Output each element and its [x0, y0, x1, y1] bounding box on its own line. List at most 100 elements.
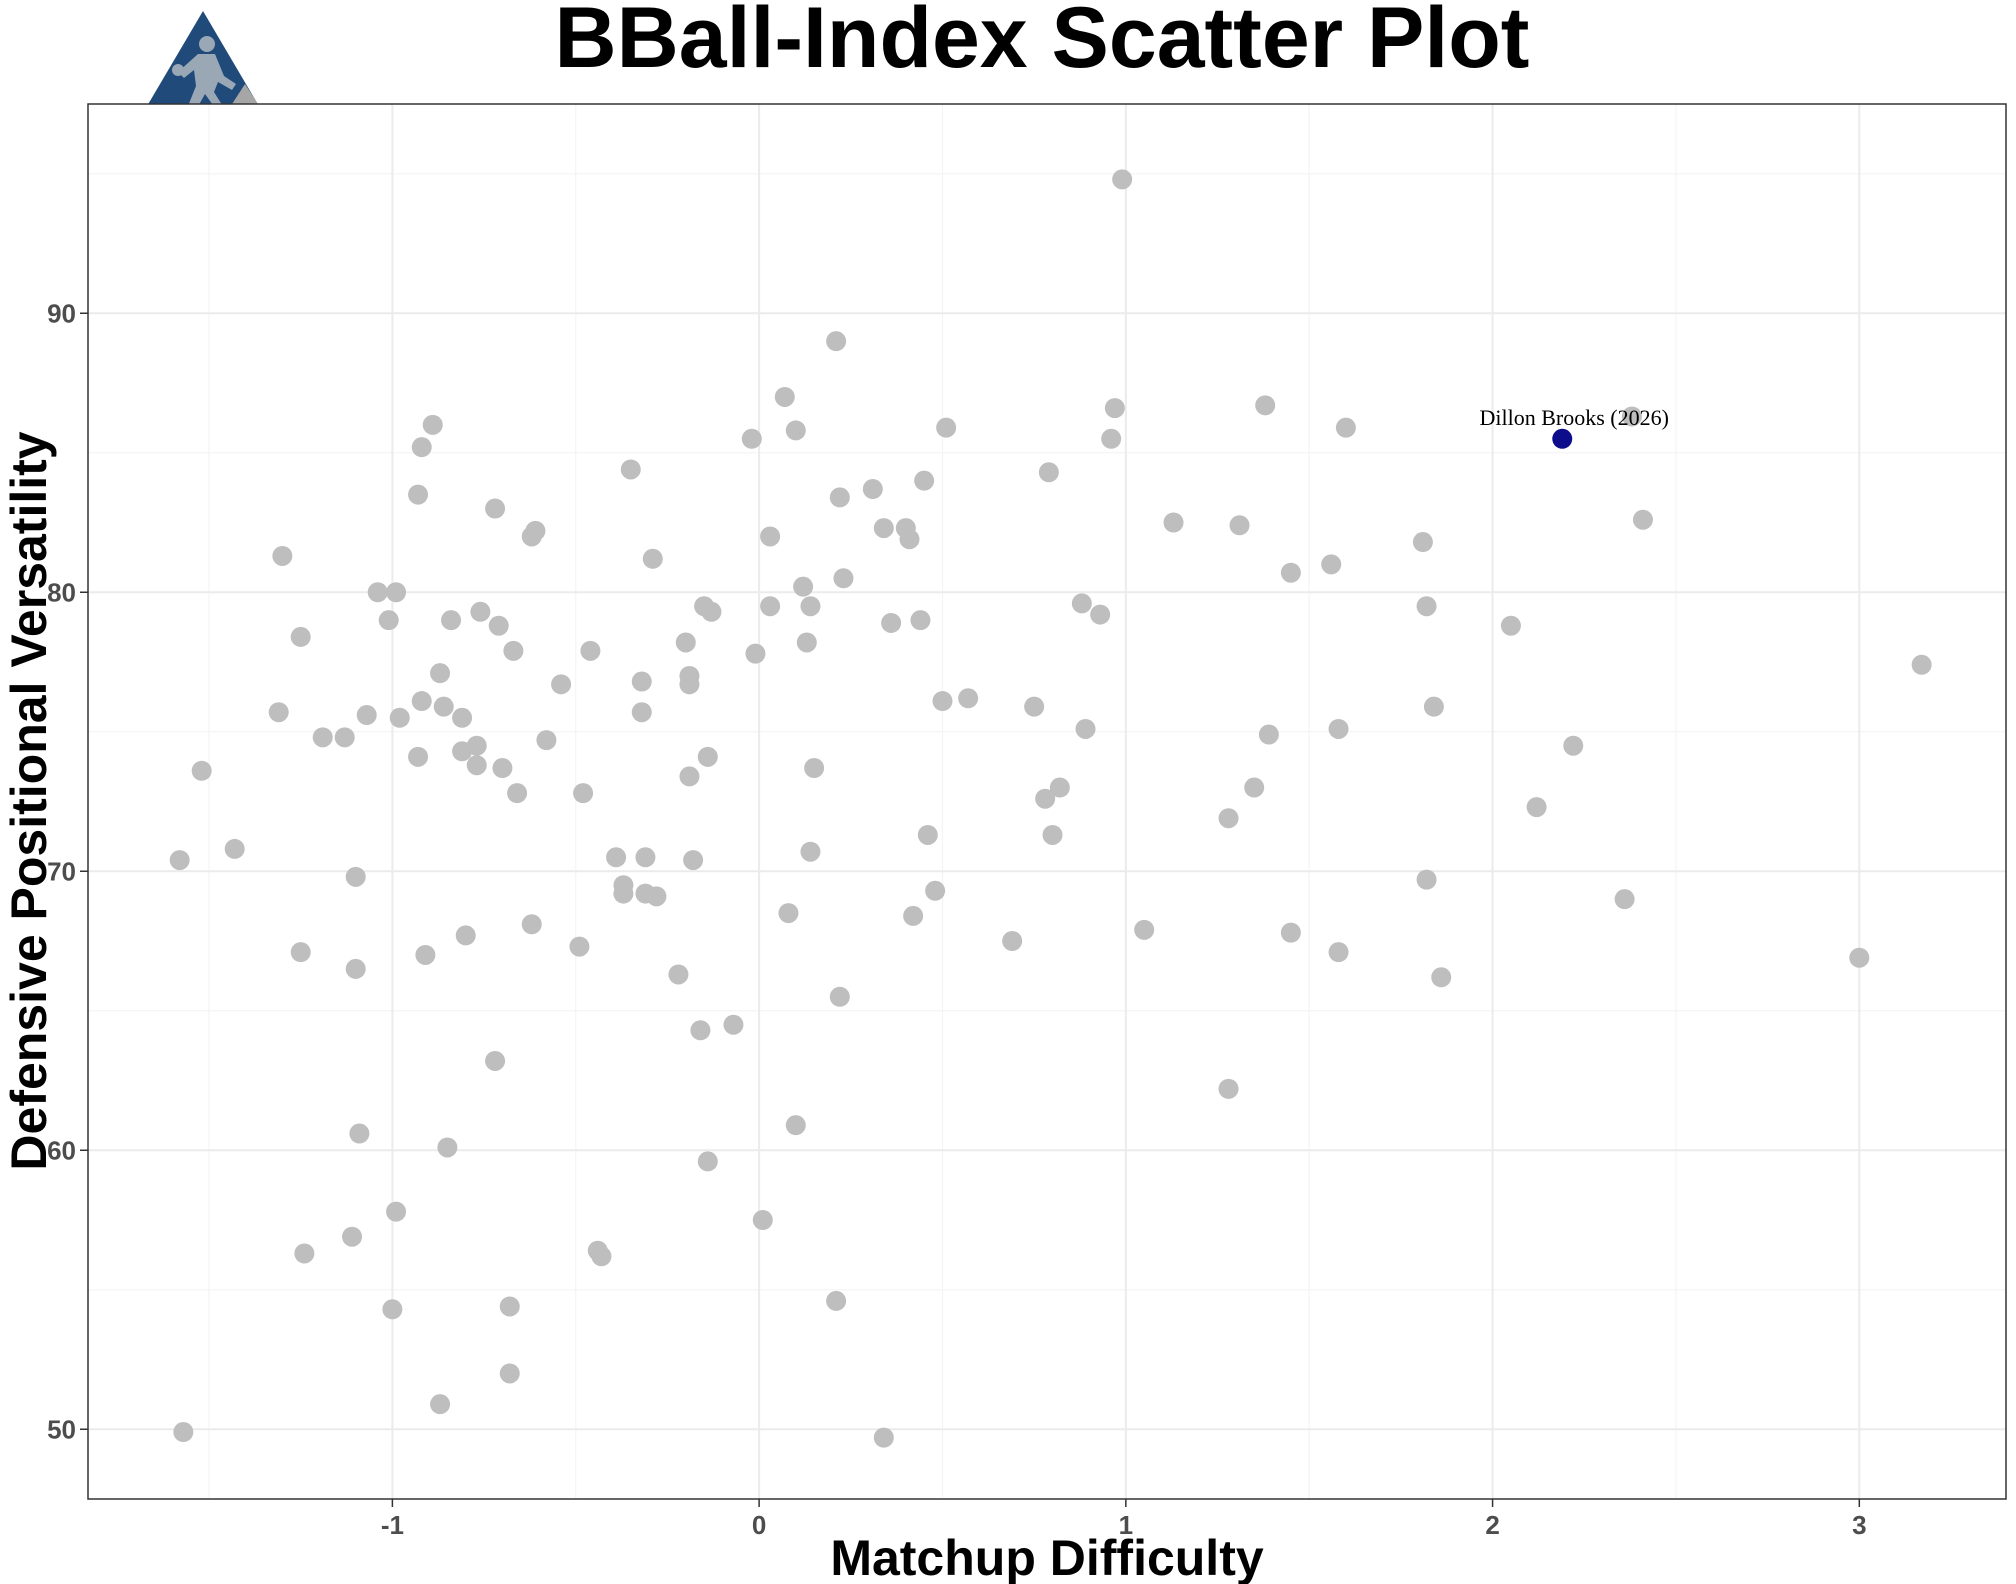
scatter-point — [701, 601, 722, 622]
scatter-point — [521, 914, 542, 935]
x-axis-title: Matchup Difficulty — [830, 1530, 1264, 1584]
scatter-point — [536, 730, 557, 751]
scatter-point — [1621, 406, 1642, 427]
scatter-point — [1563, 735, 1584, 756]
scatter-point — [697, 1151, 718, 1172]
scatter-point — [345, 958, 366, 979]
scatter-point — [349, 1123, 370, 1144]
scatter-point — [1328, 718, 1349, 739]
scatter-point — [910, 610, 931, 631]
scatter-point — [1614, 889, 1635, 910]
scatter-point — [191, 760, 212, 781]
scatter-point — [290, 942, 311, 963]
scatter-point — [551, 674, 572, 695]
scatter-point — [760, 526, 781, 547]
scatter-point — [631, 702, 652, 723]
scatter-point — [492, 758, 513, 779]
scatter-point — [796, 632, 817, 653]
scatter-point — [573, 783, 594, 804]
scatter-point — [224, 838, 245, 859]
y-tick-label: 50 — [47, 1414, 76, 1444]
scatter-point — [499, 1296, 520, 1317]
scatter-point — [452, 707, 473, 728]
scatter-point — [1071, 593, 1092, 614]
grid-lines — [88, 104, 2006, 1499]
scatter-point — [1416, 869, 1437, 890]
scatter-point — [485, 1050, 506, 1071]
scatter-point — [591, 1246, 612, 1267]
scatter-point — [485, 498, 506, 519]
scatter-point — [441, 610, 462, 631]
scatter-point — [294, 1243, 315, 1264]
highlighted-point-group: Dillon Brooks (2026) — [1480, 405, 1669, 449]
scatter-point — [1632, 509, 1653, 530]
scatter-point — [679, 674, 700, 695]
scatter-point — [1321, 554, 1342, 575]
highlight-annotation: Dillon Brooks (2026) — [1480, 405, 1669, 430]
scatter-point — [642, 548, 663, 569]
scatter-point — [936, 417, 957, 438]
scatter-point — [932, 691, 953, 712]
scatter-point — [1090, 604, 1111, 625]
scatter-point — [873, 1427, 894, 1448]
scatter-point — [1416, 596, 1437, 617]
bball-index-logo — [140, 11, 267, 118]
x-tick-label: -1 — [381, 1510, 404, 1540]
scatter-point — [697, 746, 718, 767]
scatter-point — [466, 755, 487, 776]
scatter-point — [903, 905, 924, 926]
scatter-point — [345, 866, 366, 887]
scatter-point — [800, 596, 821, 617]
scatter-point — [620, 459, 641, 480]
scatter-point — [433, 696, 454, 717]
scatter-point — [1024, 696, 1045, 717]
scatter-point — [1911, 654, 1932, 675]
logo-player-silhouette — [172, 36, 236, 112]
scatter-point — [386, 1201, 407, 1222]
scatter-point — [1042, 824, 1063, 845]
scatter-point — [290, 626, 311, 647]
scatter-point — [466, 735, 487, 756]
scatter-point — [1163, 512, 1184, 533]
scatter-point — [499, 1363, 520, 1384]
scatter-point — [1101, 428, 1122, 449]
scatter-point — [774, 386, 795, 407]
scatter-point — [646, 886, 667, 907]
scatter-point — [873, 518, 894, 539]
scatter-point — [437, 1137, 458, 1158]
scatter-point — [1335, 417, 1356, 438]
y-tick-label: 70 — [47, 856, 76, 886]
scatter-point — [1218, 808, 1239, 829]
scatter-point — [1002, 931, 1023, 951]
scatter-point — [312, 727, 333, 748]
scatter-point — [914, 470, 935, 491]
scatter-point — [1134, 919, 1155, 940]
scatter-point — [430, 663, 451, 684]
scatter-point — [1258, 724, 1279, 745]
scatter-point — [1104, 398, 1125, 419]
y-tick-label: 60 — [47, 1135, 76, 1165]
scatter-point — [507, 783, 528, 804]
scatter-point — [382, 1299, 403, 1320]
scatter-point — [1049, 777, 1070, 798]
scatter-point — [760, 596, 781, 617]
scatter-point — [723, 1014, 744, 1035]
scatter-point — [1038, 462, 1059, 483]
scatter-point — [272, 545, 293, 566]
scatter-point — [1255, 395, 1276, 416]
scatter-point — [569, 936, 590, 957]
scatter-point — [683, 850, 704, 871]
scatter-point — [631, 671, 652, 692]
scatter-point — [422, 414, 443, 435]
scatter-point — [793, 576, 814, 597]
scatter-point — [1075, 718, 1096, 739]
x-tick-label: 1 — [1119, 1510, 1133, 1540]
scatter-point — [1328, 942, 1349, 963]
scatter-point — [408, 746, 429, 767]
scatter-point — [430, 1394, 451, 1415]
scatter-point — [675, 632, 696, 653]
highlighted-point — [1552, 428, 1573, 449]
scatter-point — [958, 688, 979, 709]
scatter-point — [741, 428, 762, 449]
